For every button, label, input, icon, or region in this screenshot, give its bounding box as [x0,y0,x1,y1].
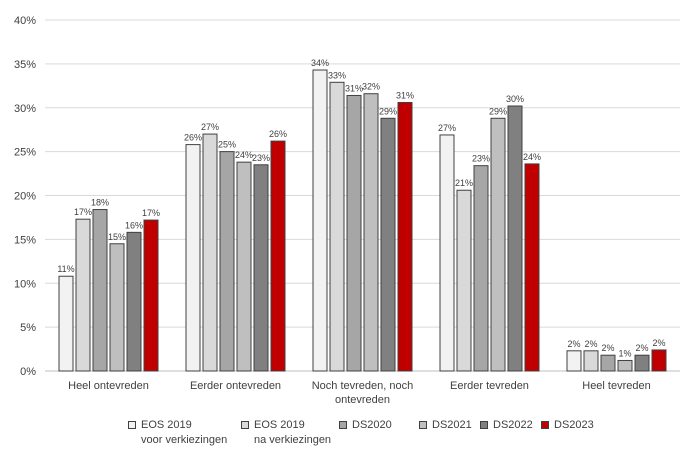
legend-label: DS2021 [432,419,472,431]
data-label: 1% [618,348,631,358]
data-label: 23% [252,153,270,163]
legend-item: EOS 2019 na verkiezingen [241,418,331,448]
data-label: 2% [584,339,597,349]
bar [380,117,396,372]
data-label: 27% [438,123,456,133]
y-tick-label: 0% [20,366,36,378]
bar [524,163,540,372]
bar [507,105,523,372]
bar [473,165,489,372]
legend-swatch [128,421,136,429]
legend-swatch [241,421,249,429]
x-axis-categories: Heel ontevreden Eerder ontevreden Noch tev… [68,380,651,406]
legend-item: DS2020 [339,418,392,433]
bar [617,359,633,372]
data-label: 21% [455,178,473,188]
data-label: 16% [125,220,143,230]
bar [439,134,455,372]
bar [634,354,650,372]
data-label: 31% [396,90,414,100]
legend-label: DS2022 [493,419,533,431]
data-label: 2% [635,343,648,353]
bars [58,69,667,372]
legend: EOS 2019 voor verkiezingen EOS 2019 na verk… [128,418,668,452]
data-label: 34% [311,58,329,68]
data-label: 31% [345,83,363,93]
data-label: 2% [601,343,614,353]
data-label: 18% [91,198,109,208]
bar [329,81,345,372]
data-label: 23% [472,154,490,164]
bar [397,101,413,372]
y-tick-label: 40% [14,15,36,27]
data-label: 26% [184,133,202,143]
bar [651,349,667,372]
legend-label: DS2023 [554,419,594,431]
data-label: 26% [269,129,287,139]
data-label: 24% [235,150,253,160]
bar [253,164,269,372]
data-label: 30% [506,94,524,104]
category-label: Eerder tevreden [450,380,529,392]
y-tick-label: 5% [20,322,36,334]
legend-label: DS2020 [352,419,392,431]
category-label: Heel tevreden [582,380,651,392]
y-tick-label: 35% [14,59,36,71]
bar [583,350,599,372]
category-label: Eerder ontevreden [190,380,281,392]
y-tick-label: 20% [14,191,36,203]
bar [219,151,235,372]
bar [202,133,218,372]
bar [109,243,125,372]
legend-swatch [339,421,347,429]
bar [270,140,286,372]
y-tick-label: 25% [14,147,36,159]
y-tick-label: 15% [14,234,36,246]
y-tick-label: 10% [14,278,36,290]
bar [58,275,74,372]
category-label: ontevreden [335,394,390,406]
bar [346,94,362,372]
bar [143,219,159,372]
bar [185,144,201,372]
y-axis-ticks: 0% 5% 10% 15% 20% 25% 30% 35% 40% [14,15,36,378]
legend-label: EOS 2019 voor verkiezingen [141,419,228,446]
legend-swatch [419,421,427,429]
bar [126,231,142,372]
legend-item: DS2023 [541,418,594,433]
data-label: 27% [201,122,219,132]
legend-item: DS2022 [480,418,533,433]
bar [92,209,108,372]
data-label: 17% [74,207,92,217]
data-label: 2% [652,338,665,348]
data-label: 2% [567,339,580,349]
data-label: 32% [362,82,380,92]
bar [312,69,328,372]
category-label: Noch tevreden, noch [312,380,414,392]
data-label: 24% [523,152,541,162]
category-label: Heel ontevreden [68,380,149,392]
bar [236,161,252,372]
y-tick-label: 30% [14,103,36,115]
bar [490,117,506,372]
data-label: 11% [57,264,74,274]
legend-item: EOS 2019 voor verkiezingen [128,418,227,448]
bar [456,189,472,372]
data-label: 15% [108,232,126,242]
bar [600,354,616,372]
bar [75,218,91,372]
data-label: 29% [489,106,507,116]
data-label: 17% [142,208,160,218]
bar [566,350,582,372]
legend-label: EOS 2019 na verkiezingen [254,419,332,446]
data-label: 29% [379,106,397,116]
legend-item: DS2021 [419,418,472,433]
data-label: 25% [218,140,236,150]
data-labels: 11%17%18%15%16%17%26%27%25%24%23%26%34%3… [57,58,665,358]
legend-swatch [480,421,488,429]
data-label: 33% [328,70,346,80]
bar [363,93,379,372]
legend-swatch [541,421,549,429]
